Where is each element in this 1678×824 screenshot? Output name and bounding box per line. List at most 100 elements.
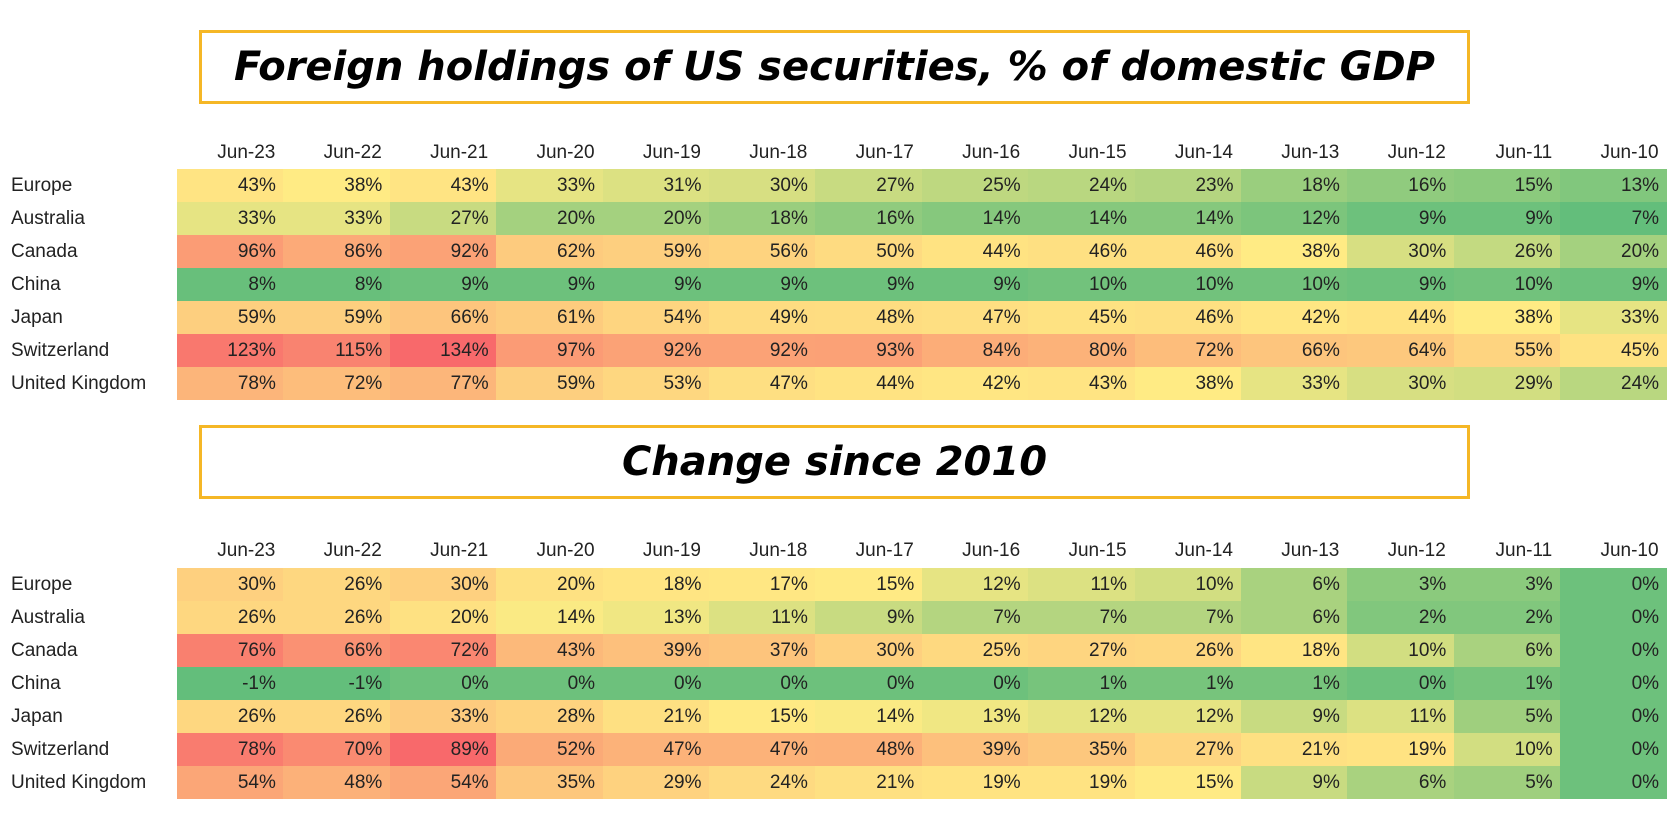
heat-cell: 27% [815, 169, 923, 202]
row-label: Australia [11, 607, 85, 628]
heat-cell: 53% [602, 367, 710, 400]
table-title: Change since 2010 [199, 425, 1470, 499]
heat-cell: 15% [1453, 169, 1561, 202]
heat-cell: 26% [177, 700, 284, 733]
heat-cell: 33% [283, 202, 391, 235]
heat-cell: 26% [1453, 235, 1561, 268]
heat-cell: 30% [389, 568, 497, 601]
heat-cell: 39% [602, 634, 710, 667]
heat-cell: 12% [1241, 202, 1348, 235]
heat-cell: 48% [815, 733, 923, 766]
heat-cell: 7% [1560, 202, 1668, 235]
row-label: Switzerland [11, 739, 110, 760]
heat-cell: 80% [1028, 334, 1136, 367]
heat-cell: 0% [1560, 667, 1668, 700]
heat-cell: 9% [1347, 202, 1455, 235]
heat-cell: 43% [496, 634, 604, 667]
heat-cell: 10% [1134, 268, 1242, 301]
heat-cell: 20% [602, 202, 710, 235]
heat-cell: 37% [709, 634, 816, 667]
heat-cell: 15% [709, 700, 816, 733]
column-header: Jun-14 [1174, 540, 1233, 561]
heat-cell: 28% [496, 700, 604, 733]
heat-cell: 0% [496, 667, 604, 700]
heat-cell: 0% [921, 667, 1029, 700]
heat-cell: 72% [1134, 334, 1242, 367]
heat-cell: 9% [389, 268, 497, 301]
heat-cell: 59% [177, 301, 284, 334]
heat-cell: 39% [921, 733, 1029, 766]
column-header: Jun-16 [962, 540, 1021, 561]
heat-cell: 0% [1347, 667, 1455, 700]
heat-cell: 48% [815, 301, 923, 334]
heat-cell: 30% [1347, 367, 1455, 400]
heat-cell: 5% [1453, 700, 1561, 733]
heat-cell: 9% [921, 268, 1029, 301]
heat-cell: 12% [921, 568, 1029, 601]
heat-cell: 21% [1241, 733, 1348, 766]
column-header: Jun-20 [536, 540, 595, 561]
heat-cell: 38% [1453, 301, 1561, 334]
heat-cell: 30% [815, 634, 923, 667]
column-header: Jun-12 [1387, 142, 1446, 163]
column-header: Jun-13 [1281, 540, 1340, 561]
column-header: Jun-22 [323, 540, 382, 561]
heat-cell: 47% [709, 733, 816, 766]
column-header: Jun-23 [217, 142, 276, 163]
heat-cell: 23% [1134, 169, 1242, 202]
heat-cell: 6% [1241, 568, 1348, 601]
heat-cell: 64% [1347, 334, 1455, 367]
heat-cell: 134% [389, 334, 497, 367]
heat-cell: 66% [283, 634, 391, 667]
row-label: China [11, 274, 61, 295]
heat-cell: 9% [602, 268, 710, 301]
heat-cell: 24% [1028, 169, 1136, 202]
column-header: Jun-16 [962, 142, 1021, 163]
column-header: Jun-17 [855, 142, 914, 163]
heat-cell: 9% [1347, 268, 1455, 301]
table-title: Foreign holdings of US securities, % of … [199, 30, 1470, 104]
heat-cell: 10% [1134, 568, 1242, 601]
column-header: Jun-23 [217, 540, 276, 561]
heat-cell: 59% [496, 367, 604, 400]
heat-cell: 44% [815, 367, 923, 400]
heat-cell: 1% [1453, 667, 1561, 700]
heat-cell: 30% [709, 169, 816, 202]
heat-cell: 17% [709, 568, 816, 601]
heat-cell: 1% [1241, 667, 1348, 700]
column-header: Jun-10 [1600, 142, 1659, 163]
heat-cell: 18% [1241, 634, 1348, 667]
heat-cell: 13% [602, 601, 710, 634]
column-header: Jun-19 [642, 142, 701, 163]
heat-cell: 26% [283, 700, 391, 733]
heat-cell: 46% [1028, 235, 1136, 268]
heat-cell: 56% [709, 235, 816, 268]
row-label: Australia [11, 208, 85, 229]
row-label: China [11, 673, 61, 694]
heat-cell: 9% [496, 268, 604, 301]
heat-cell: 3% [1453, 568, 1561, 601]
heat-cell: 123% [177, 334, 284, 367]
heat-cell: 55% [1453, 334, 1561, 367]
heat-cell: 19% [921, 766, 1029, 799]
heat-cell: 20% [389, 601, 497, 634]
heat-cell: 61% [496, 301, 604, 334]
heat-cell: 16% [1347, 169, 1455, 202]
column-header: Jun-19 [642, 540, 701, 561]
heat-cell: 15% [815, 568, 923, 601]
column-header: Jun-22 [323, 142, 382, 163]
heat-cell: 66% [389, 301, 497, 334]
heat-cell: 48% [283, 766, 391, 799]
heat-cell: 38% [283, 169, 391, 202]
heat-cell: 26% [283, 568, 391, 601]
column-header: Jun-12 [1387, 540, 1446, 561]
heat-cell: 0% [1560, 733, 1668, 766]
heat-cell: 54% [177, 766, 284, 799]
heat-cell: 27% [1028, 634, 1136, 667]
heat-cell: 115% [283, 334, 391, 367]
heat-cell: -1% [283, 667, 391, 700]
heat-cell: 7% [1134, 601, 1242, 634]
heat-cell: 43% [1028, 367, 1136, 400]
heat-cell: 33% [389, 700, 497, 733]
heat-cell: 78% [177, 367, 284, 400]
